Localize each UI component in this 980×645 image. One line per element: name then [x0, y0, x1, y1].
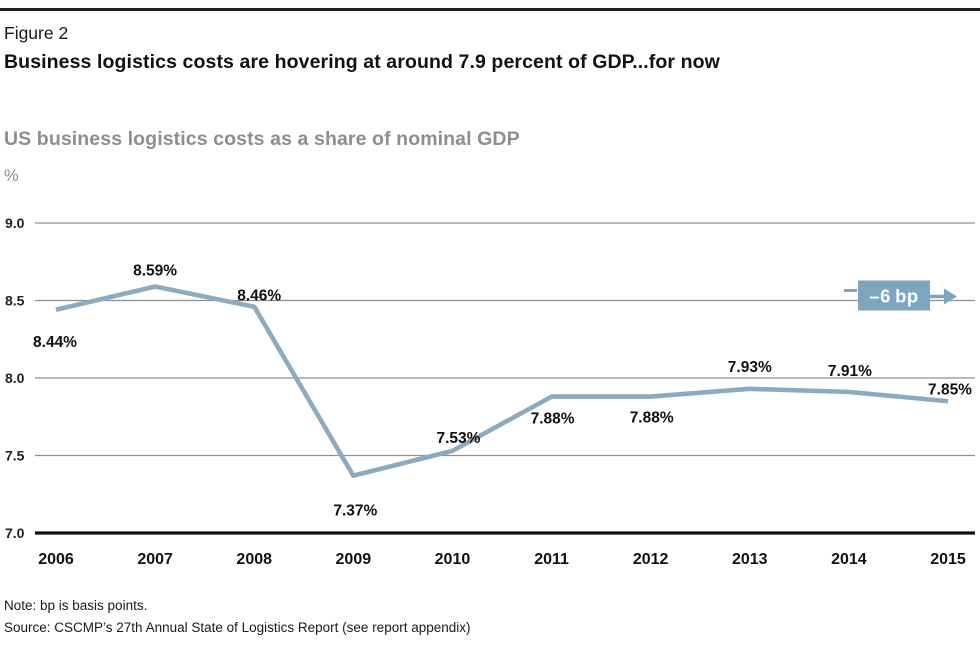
y-axis-unit-label: %	[4, 167, 19, 185]
x-tick-label: 2006	[38, 551, 74, 568]
x-tick-label: 2009	[336, 551, 372, 568]
y-tick-label: 9.0	[5, 215, 25, 231]
x-tick-label: 2010	[435, 551, 471, 568]
data-point-label: 7.93%	[728, 359, 772, 376]
data-line	[55, 284, 949, 478]
y-tick-label: 8.0	[5, 370, 25, 386]
figure-number: Figure 2	[4, 23, 69, 43]
x-tick-label: 2014	[831, 551, 867, 568]
chart-source: Source: CSCMP’s 27th Annual State of Log…	[4, 620, 471, 635]
data-point-label: 8.44%	[33, 334, 77, 351]
data-point-label: 8.59%	[133, 263, 177, 280]
top-rule	[0, 8, 980, 11]
x-tick-label: 2011	[534, 551, 569, 568]
annotation-arrow-head	[944, 288, 957, 305]
x-tick-label: 2013	[732, 551, 768, 568]
x-tick-label: 2015	[930, 551, 966, 568]
x-tick-label: 2008	[236, 551, 272, 568]
chart-subtitle: US business logistics costs as a share o…	[4, 128, 520, 150]
data-point-label: 7.37%	[333, 503, 377, 520]
data-point-label: 7.88%	[531, 411, 575, 428]
data-point-label: 7.88%	[630, 410, 674, 427]
y-tick-label: 7.0	[5, 525, 25, 541]
data-point-label: 7.91%	[828, 363, 872, 380]
annotation-badge-label: –6 bp	[869, 286, 918, 307]
annotation-badge	[858, 280, 930, 311]
chart-note: Note: bp is basis points.	[4, 598, 148, 613]
y-tick-label: 8.5	[5, 293, 25, 309]
figure-title: Business logistics costs are hovering at…	[4, 51, 720, 73]
x-tick-label: 2012	[633, 551, 669, 568]
data-point-label: 7.53%	[436, 430, 480, 447]
y-tick-label: 7.5	[5, 448, 25, 464]
data-point-label: 8.46%	[237, 288, 281, 305]
x-tick-label: 2007	[137, 551, 173, 568]
data-point-label: 7.85%	[928, 381, 972, 398]
